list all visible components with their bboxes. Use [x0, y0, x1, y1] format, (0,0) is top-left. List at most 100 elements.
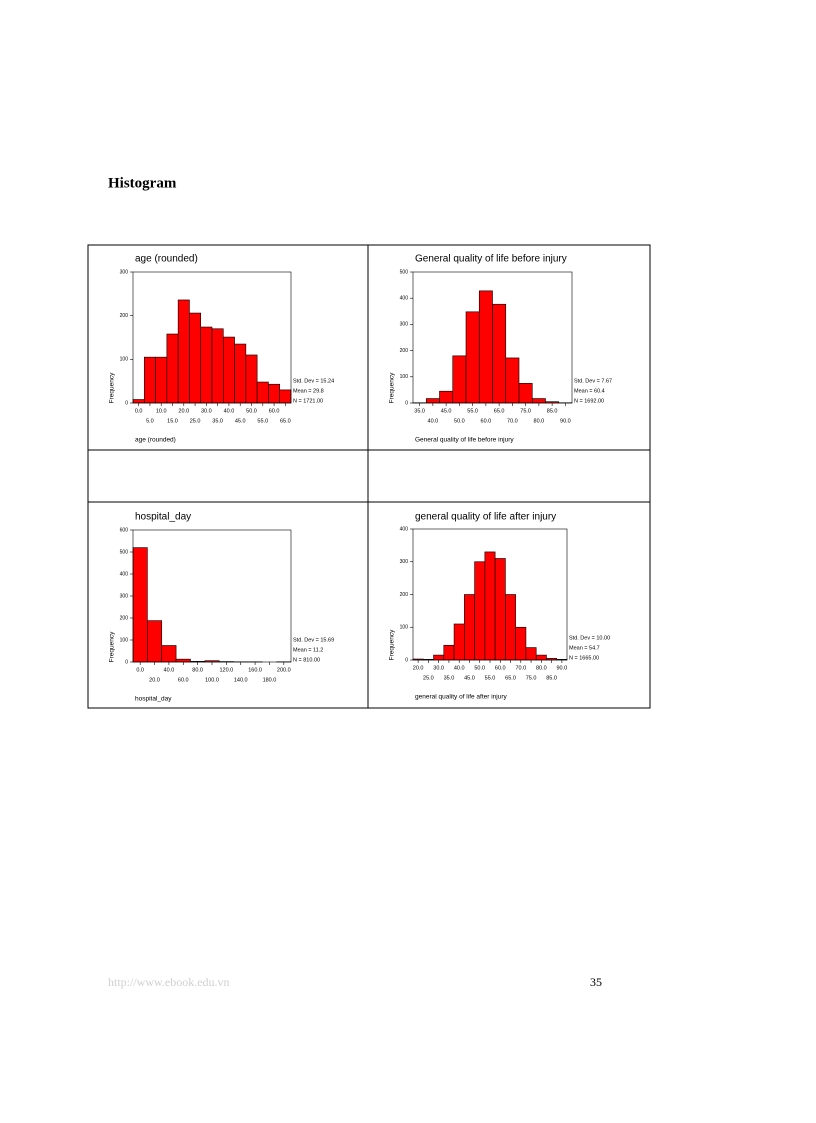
bar [200, 326, 213, 404]
stat-label: Std. Dev = 15.24 [293, 378, 334, 384]
x-tick-label: 45.0 [441, 408, 452, 414]
y-tick-label: 0 [125, 659, 128, 665]
bar [245, 354, 258, 404]
plot-frame [132, 271, 292, 404]
x-tick-label: 40.0 [164, 667, 175, 673]
bar [425, 398, 440, 404]
y-tick-label: 300 [400, 322, 409, 328]
y-tick-label: 300 [120, 593, 129, 599]
bar [189, 312, 202, 404]
x-tick-label: 10.0 [156, 408, 167, 414]
y-tick-label: 200 [120, 313, 129, 319]
x-tick-label: 55.0 [467, 408, 478, 414]
x-axis-label: age (rounded) [135, 437, 176, 444]
x-axis-label: General quality of life before injury [415, 437, 514, 444]
x-tick-label: 55.0 [485, 675, 496, 681]
x-tick-label: 85.0 [547, 408, 558, 414]
y-tick-label: 300 [400, 559, 409, 565]
y-tick-label: 600 [120, 527, 129, 533]
y-tick-label: 500 [120, 549, 129, 555]
x-tick-label: 45.0 [464, 675, 475, 681]
x-tick-label: 20.0 [413, 665, 424, 671]
x-tick-label: 40.0 [428, 418, 439, 424]
bar [147, 620, 163, 663]
bar [143, 356, 156, 404]
bar [525, 647, 537, 661]
x-tick-label: 25.0 [190, 418, 201, 424]
y-tick-label: 0 [405, 400, 408, 406]
x-tick-label: 80.0 [192, 667, 203, 673]
x-tick-label: 75.0 [520, 408, 531, 414]
bar [492, 303, 507, 404]
stat-label: Mean = 29.8 [293, 388, 324, 394]
x-tick-label: 140.0 [234, 677, 248, 683]
y-tick-label: 100 [400, 625, 409, 631]
bar [161, 645, 177, 663]
stat-label: Mean = 11.2 [293, 647, 323, 653]
chart-title: general quality of life after injury [415, 512, 556, 523]
bar [484, 551, 496, 661]
bar [535, 654, 547, 661]
y-axis-label: Frequency [389, 372, 396, 403]
plot-frame [412, 271, 573, 404]
x-tick-label: 80.0 [536, 665, 547, 671]
y-tick-label: 400 [400, 526, 409, 532]
x-tick-label: 25.0 [423, 675, 434, 681]
x-tick-label: 35.0 [212, 418, 223, 424]
y-tick-label: 0 [405, 657, 408, 663]
stat-label: Std. Dev = 10.00 [569, 635, 610, 641]
bar [452, 355, 467, 404]
bar [464, 594, 475, 661]
x-tick-label: 0.0 [136, 667, 144, 673]
bar [211, 328, 224, 404]
x-tick-label: 50.0 [474, 665, 485, 671]
bar [531, 398, 546, 404]
x-tick-label: 50.0 [246, 408, 257, 414]
x-tick-label: 100.0 [205, 677, 219, 683]
x-tick-label: 35.0 [414, 408, 425, 414]
x-tick-label: 90.0 [560, 418, 571, 424]
x-tick-label: 60.0 [495, 665, 506, 671]
chart-title: hospital_day [135, 512, 191, 523]
bar [465, 311, 480, 404]
y-tick-label: 0 [125, 400, 128, 406]
x-tick-label: 65.0 [494, 408, 505, 414]
bar [279, 389, 292, 404]
x-tick-label: 120.0 [219, 667, 233, 673]
x-tick-label: 50.0 [454, 418, 465, 424]
x-tick-label: 80.0 [534, 418, 545, 424]
x-axis-label: general quality of life after injury [415, 694, 508, 701]
bar [439, 390, 454, 404]
chart-title: age (rounded) [135, 254, 198, 265]
x-tick-label: 30.0 [433, 665, 444, 671]
bar [155, 356, 168, 404]
bar [132, 399, 145, 404]
x-tick-label: 20.0 [178, 408, 189, 414]
stat-label: N = 1721.00 [293, 398, 323, 404]
y-tick-label: 100 [120, 357, 129, 363]
x-tick-label: 40.0 [224, 408, 235, 414]
stat-label: N = 1665.00 [569, 655, 599, 661]
stat-label: N = 810.00 [293, 657, 320, 663]
y-axis-label: Frequency [109, 631, 116, 662]
x-tick-label: 75.0 [526, 675, 537, 681]
chart-title: General quality of life before injury [415, 254, 567, 265]
bar [268, 383, 281, 404]
x-tick-label: 60.0 [269, 408, 280, 414]
y-tick-label: 500 [400, 269, 409, 275]
bar [453, 623, 465, 661]
x-tick-label: 85.0 [546, 675, 557, 681]
x-tick-label: 40.0 [454, 665, 465, 671]
y-tick-label: 200 [400, 592, 409, 598]
stat-label: Std. Dev = 15.69 [293, 637, 334, 643]
bar [433, 654, 445, 661]
bar [505, 594, 516, 661]
y-tick-label: 100 [120, 637, 129, 643]
x-tick-label: 90.0 [557, 665, 568, 671]
bar [222, 336, 235, 404]
x-tick-label: 0.0 [135, 408, 143, 414]
y-tick-label: 400 [400, 296, 409, 302]
bar [256, 381, 269, 404]
bar [166, 333, 179, 404]
